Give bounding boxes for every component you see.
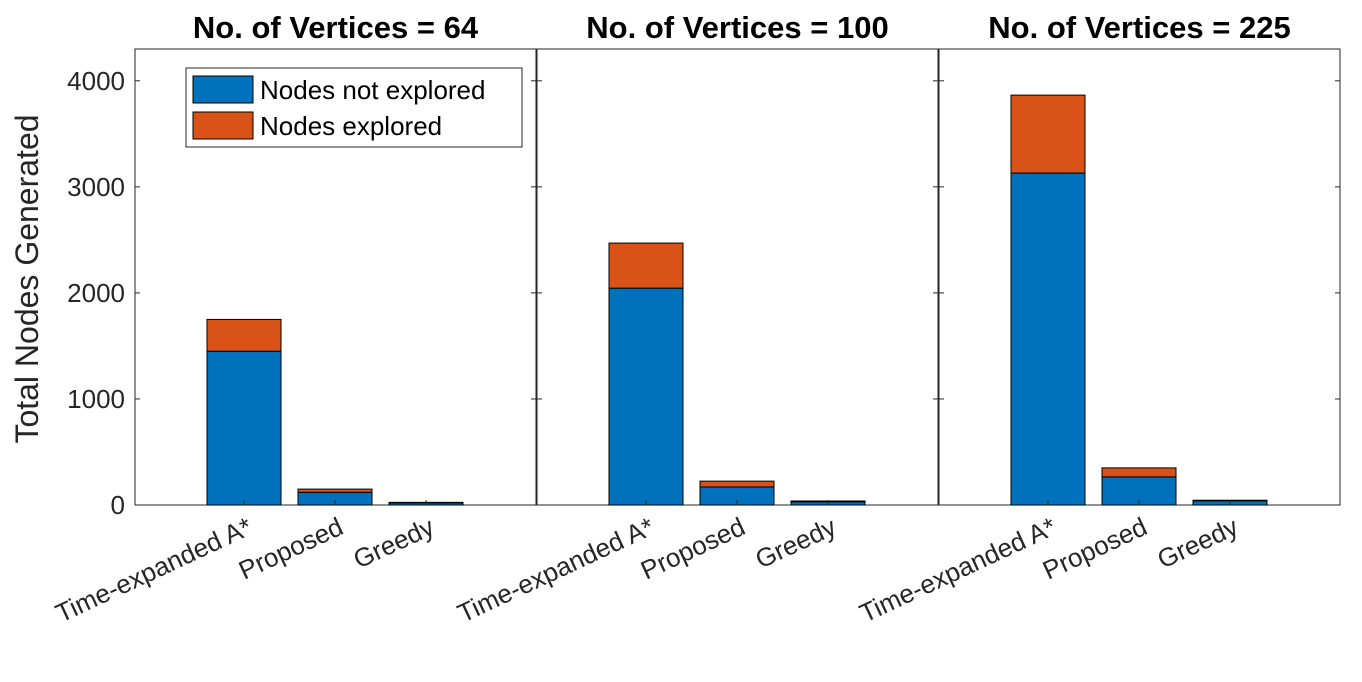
legend-swatch-explored <box>192 111 254 140</box>
panel-title: No. of Vertices = 64 <box>193 10 479 45</box>
y-tick-label: 2000 <box>67 278 125 308</box>
bar-explored <box>1010 94 1086 174</box>
y-tick-label: 4000 <box>67 66 125 96</box>
y-axis-label: Total Nodes Generated <box>9 114 45 443</box>
panel-title: No. of Vertices = 100 <box>586 10 888 45</box>
x-tick-label: Greedy <box>751 511 841 574</box>
x-tick-label: Greedy <box>1153 511 1243 574</box>
bar-explored <box>699 480 775 488</box>
bar-explored <box>608 242 684 289</box>
x-tick-label: Time-expanded A* <box>453 511 659 628</box>
x-tick-label: Time-expanded A* <box>51 511 257 628</box>
panel-axes-box <box>536 48 939 506</box>
y-tick-label: 3000 <box>67 172 125 202</box>
legend-swatch-not-explored <box>192 75 254 104</box>
legend-label-not-explored: Nodes not explored <box>260 75 485 105</box>
x-tick-label: Proposed <box>1038 511 1152 585</box>
bar-explored <box>206 318 282 352</box>
legend-label-explored: Nodes explored <box>260 111 442 141</box>
panel-2: No. of Vertices = 100 Time-expanded A*Pro… <box>453 10 939 628</box>
legend: Nodes not explored Nodes explored <box>185 67 523 148</box>
bar-explored <box>297 488 373 493</box>
x-tick-label: Proposed <box>234 511 348 585</box>
bar-not-explored <box>206 350 282 506</box>
bar-not-explored <box>608 287 684 506</box>
bar-explored <box>1101 467 1177 478</box>
x-tick-label: Time-expanded A* <box>855 511 1061 628</box>
x-tick-label: Greedy <box>349 511 439 574</box>
panel-title: No. of Vertices = 225 <box>988 10 1290 45</box>
bar-not-explored <box>1010 172 1086 506</box>
y-tick-label: 0 <box>111 490 125 520</box>
panel-axes-box <box>938 48 1341 506</box>
x-tick-label: Proposed <box>636 511 750 585</box>
y-tick-label: 1000 <box>67 384 125 414</box>
